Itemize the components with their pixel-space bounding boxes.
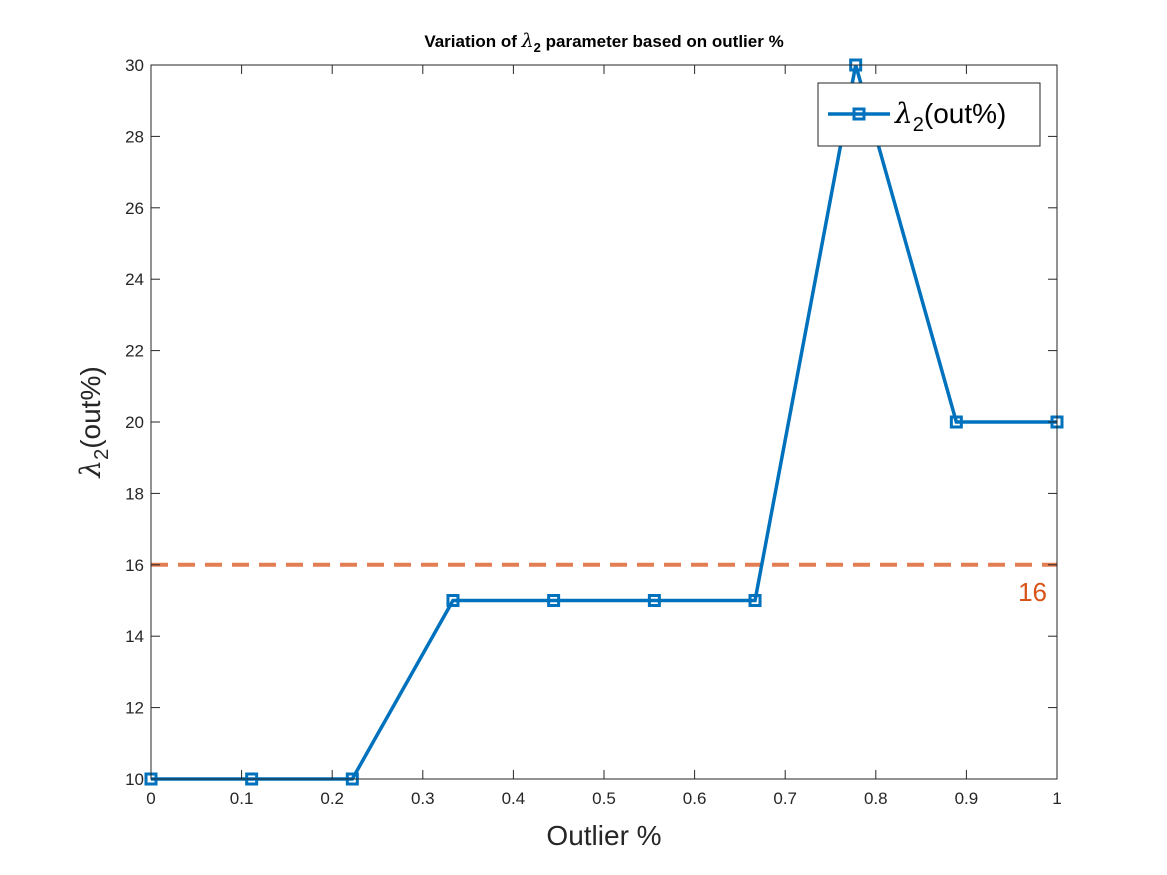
y-label-subscript: 2 [91,449,113,460]
y-tick-label: 14 [125,627,144,646]
chart-title: Variation of λ2 parameter based on outli… [424,30,783,55]
y-label-lambda-symbol: λ [74,460,107,479]
x-tick-label: 0.5 [592,789,616,808]
y-tick-label: 12 [125,699,144,718]
legend-suffix: (out%) [924,98,1006,129]
reference-line-label: 16 [1018,577,1047,607]
x-tick-label: 0.9 [955,789,979,808]
y-axis-label: λ2(out%) [74,366,113,478]
title-prefix: Variation of [424,32,521,51]
legend-subscript: 2 [913,114,924,136]
y-label-suffix: (out%) [75,366,106,448]
y-tick-label: 28 [125,127,144,146]
y-tick-label: 30 [125,56,144,75]
plot-area [151,65,1057,779]
x-tick-label: 0 [146,789,155,808]
data-point-marker [446,594,460,607]
y-tick-label: 20 [125,413,144,432]
x-tick-label: 0.8 [864,789,888,808]
y-tick-label: 26 [125,199,144,218]
x-tick-label: 0.6 [683,789,707,808]
data-point-marker [647,594,661,607]
legend-entry-label: λ2(out%) [894,97,1006,136]
x-tick-label: 0.7 [773,789,797,808]
y-tick-label: 18 [125,484,144,503]
title-suffix: parameter based on outlier % [541,32,784,51]
title-lambda-symbol: λ [521,30,534,52]
x-tick-label: 0.3 [411,789,435,808]
x-axis-label: Outlier % [546,820,661,851]
y-tick-label: 24 [125,270,144,289]
y-tick-label: 16 [125,556,144,575]
y-tick-label: 10 [125,770,144,789]
legend: λ2(out%) [817,82,1041,147]
y-ticks-group: 10 12 14 16 18 20 22 24 26 28 30 [125,56,1057,789]
y-tick-label: 22 [125,342,144,361]
x-ticks-group: 0 0.1 0.2 0.3 0.4 0.5 0.6 0.7 0.8 0.9 1 [146,65,1062,808]
data-point-marker [748,594,762,607]
legend-lambda-symbol: λ [894,97,913,130]
data-point-marker [949,415,963,429]
x-tick-label: 0.4 [502,789,526,808]
x-tick-label: 0.2 [320,789,344,808]
legend-marker-swatch [852,107,866,121]
title-subscript: 2 [534,40,541,55]
reference-line-group: 16 [151,562,1057,607]
x-tick-label: 1 [1052,789,1061,808]
data-point-marker [547,594,561,607]
x-tick-label: 0.1 [230,789,254,808]
